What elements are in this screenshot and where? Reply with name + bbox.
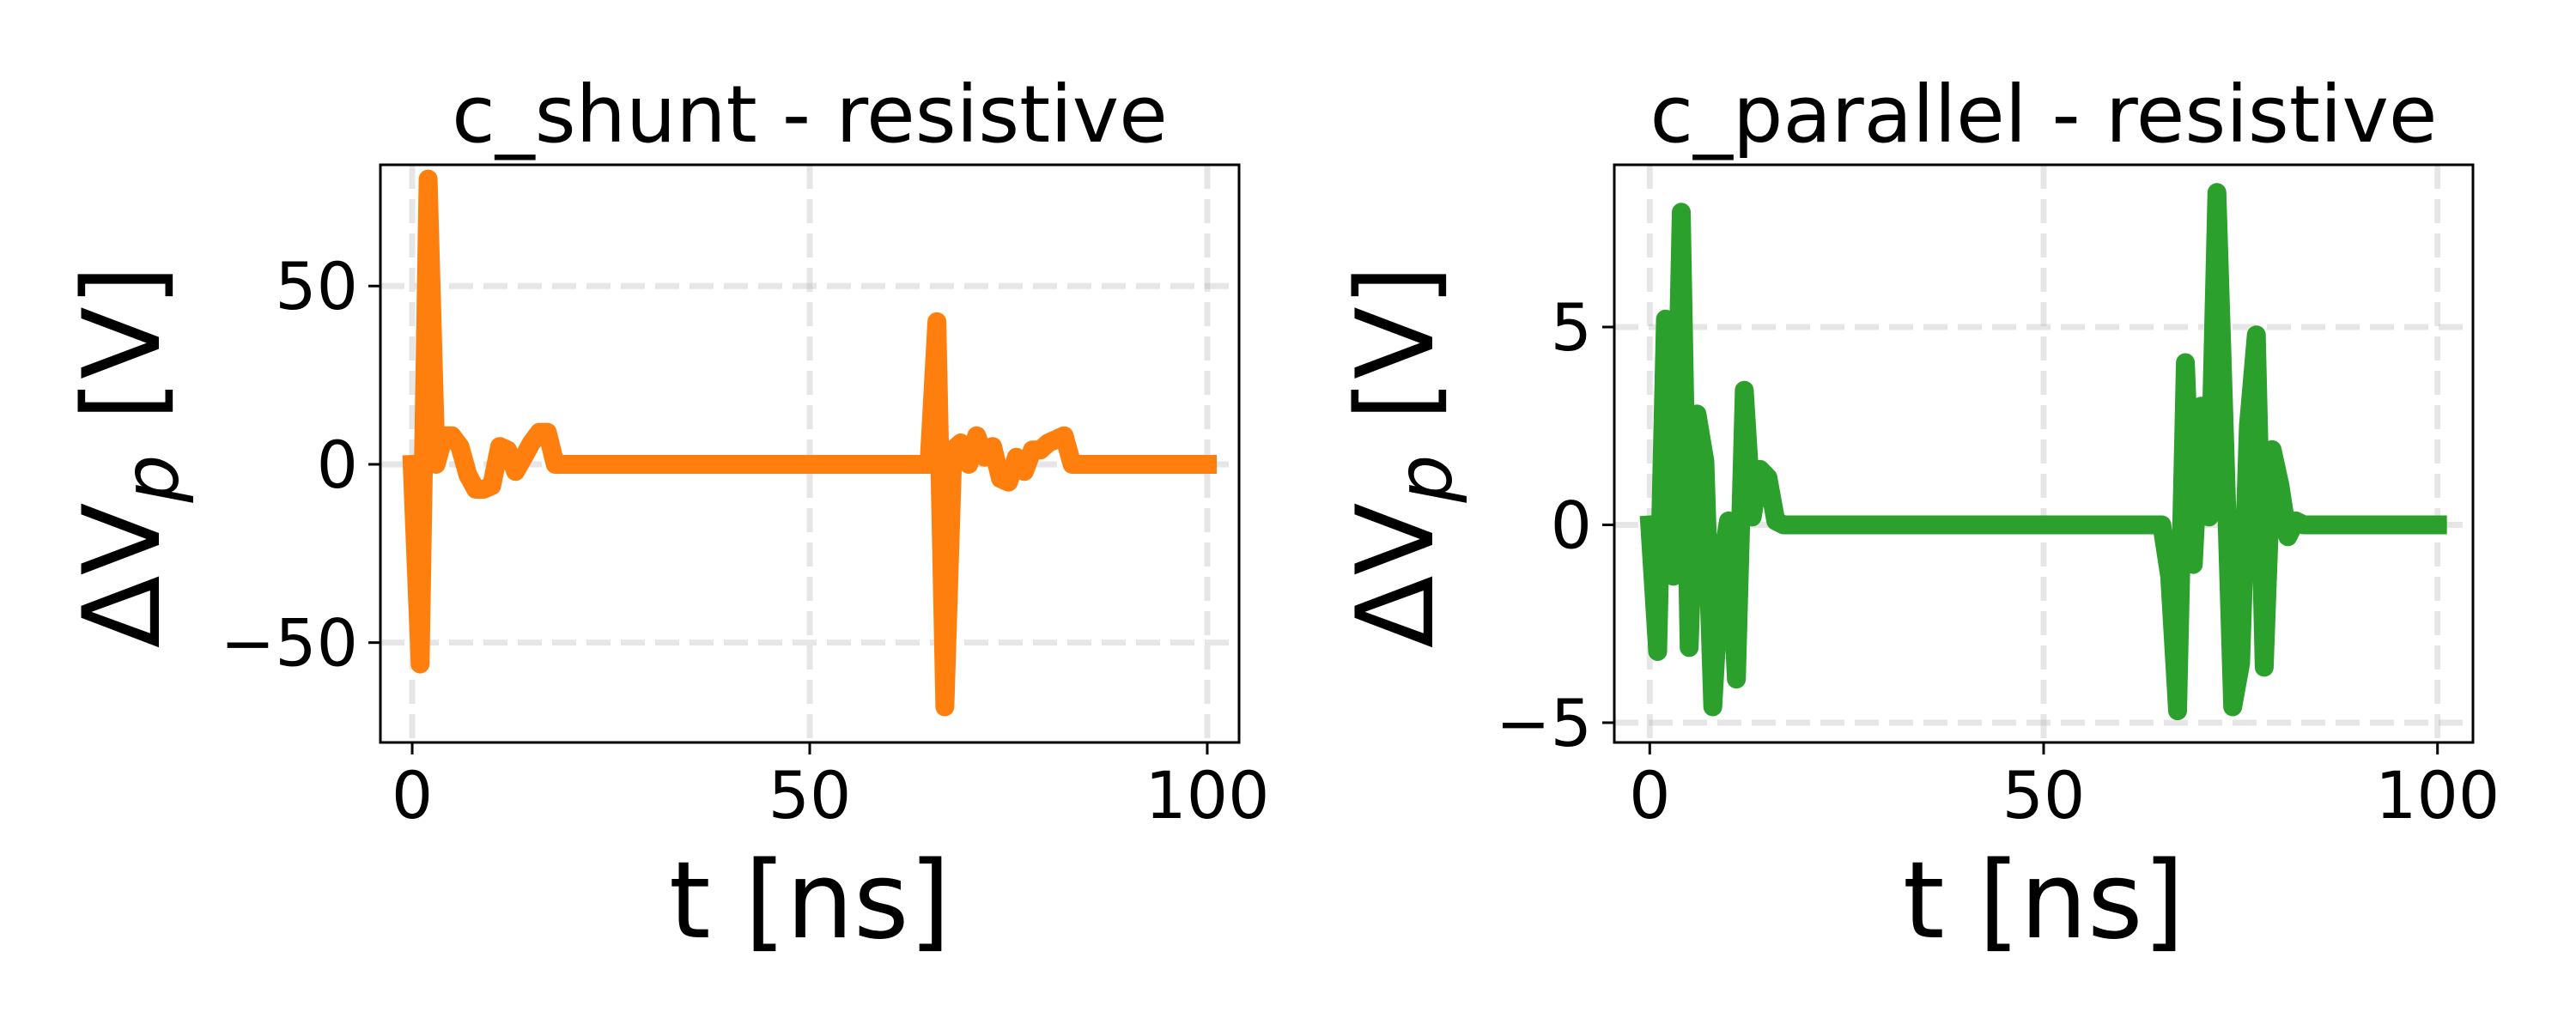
y-tick-label: 0 bbox=[1551, 487, 1592, 563]
y-tick-label: −50 bbox=[221, 605, 358, 682]
x-tick-label: 50 bbox=[769, 757, 852, 833]
series-layer bbox=[1639, 183, 2447, 721]
x-tick-label: 100 bbox=[1145, 757, 1269, 833]
panel-c-parallel: c_parallel - resistive t [ns] ΔVp [V] 0 5… bbox=[1334, 69, 2500, 963]
x-tick-label: 0 bbox=[1629, 757, 1670, 833]
x-tick-label: 100 bbox=[2375, 757, 2500, 833]
series-line bbox=[1639, 183, 2447, 721]
tick-layer: 0 50 100 −50 0 50 bbox=[221, 248, 1270, 833]
x-tick-label: 50 bbox=[2002, 757, 2086, 833]
y-tick-label: 0 bbox=[317, 427, 358, 503]
panel-c-shunt: c_shunt - resistive t [ns] ΔVp [V] 0 50 10… bbox=[61, 69, 1269, 963]
y-axis-label: ΔVp [V] bbox=[61, 265, 196, 649]
x-tick-label: 0 bbox=[392, 757, 433, 833]
y-tick-label: 5 bbox=[1551, 289, 1592, 366]
x-axis-label: t [ns] bbox=[669, 839, 951, 963]
chart-title: c_parallel - resistive bbox=[1649, 69, 2437, 161]
plot-area: 0 50 100 −50 0 50 bbox=[221, 163, 1270, 833]
tick-layer: 0 50 100 −5 0 5 bbox=[1496, 289, 2500, 833]
y-tick-label: −5 bbox=[1496, 685, 1592, 761]
series-layer bbox=[402, 169, 1217, 717]
x-axis-label: t [ns] bbox=[1903, 839, 2184, 963]
y-axis-label: ΔVp [V] bbox=[1334, 265, 1469, 649]
plot-area: 0 50 100 −5 0 5 bbox=[1496, 163, 2500, 833]
series-line bbox=[402, 169, 1217, 717]
y-tick-label: 50 bbox=[275, 248, 358, 324]
chart-title: c_shunt - resistive bbox=[452, 69, 1168, 161]
